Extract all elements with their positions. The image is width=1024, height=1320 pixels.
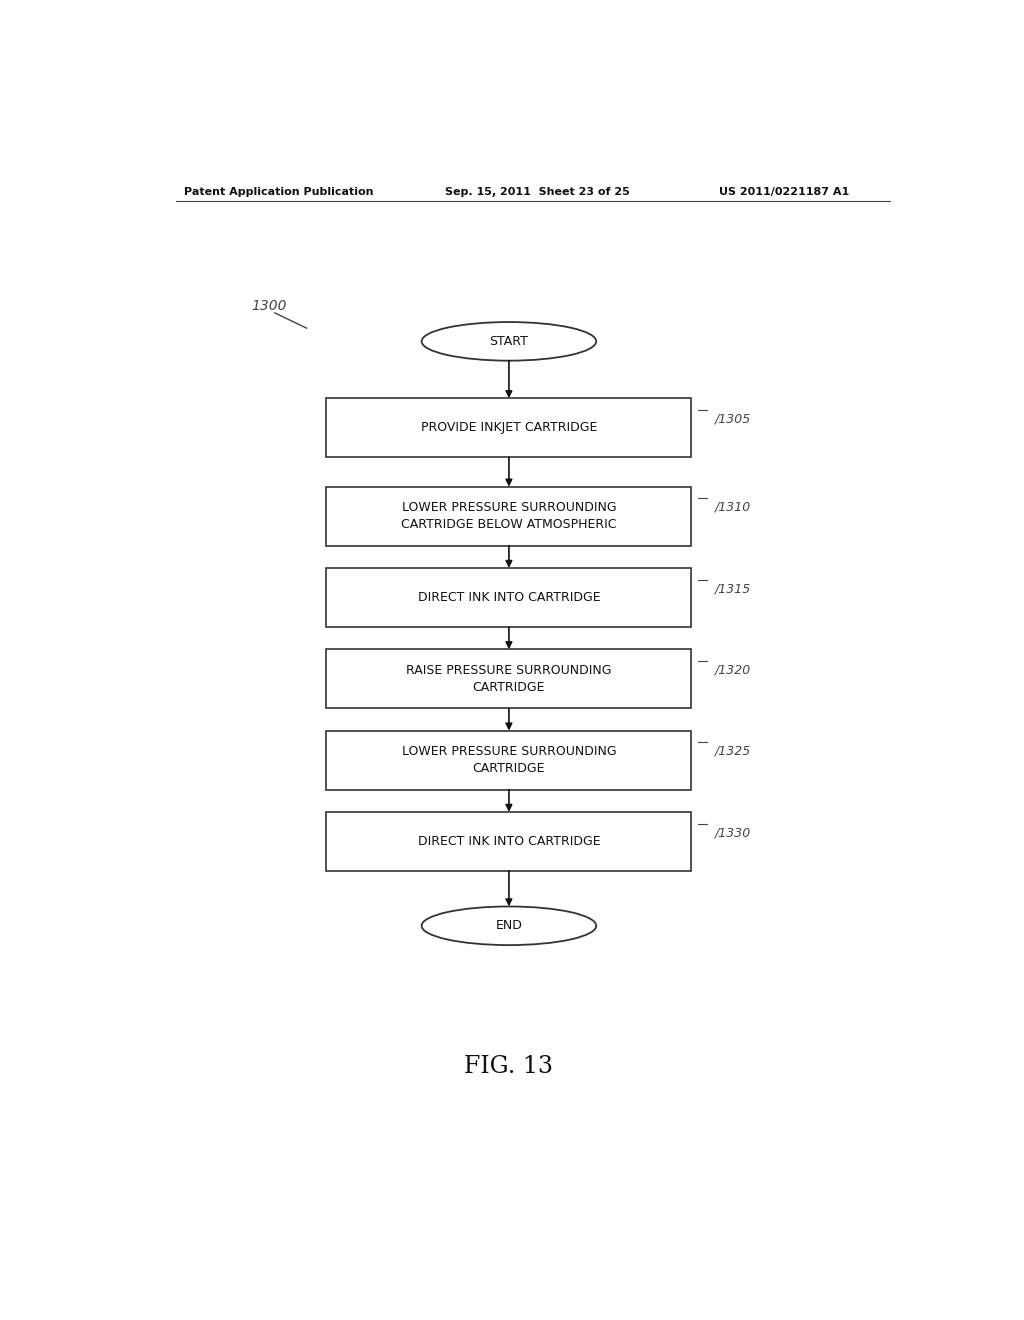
Text: /1325: /1325: [715, 744, 752, 758]
Text: RAISE PRESSURE SURROUNDING
CARTRIDGE: RAISE PRESSURE SURROUNDING CARTRIDGE: [407, 664, 611, 694]
Text: LOWER PRESSURE SURROUNDING
CARTRIDGE BELOW ATMOSPHERIC: LOWER PRESSURE SURROUNDING CARTRIDGE BEL…: [401, 502, 616, 531]
Ellipse shape: [422, 907, 596, 945]
Text: DIRECT INK INTO CARTRIDGE: DIRECT INK INTO CARTRIDGE: [418, 591, 600, 605]
Text: END: END: [496, 919, 522, 932]
Bar: [327, 399, 691, 457]
Text: START: START: [489, 335, 528, 348]
Text: /1310: /1310: [715, 500, 752, 513]
Bar: [327, 649, 691, 709]
Ellipse shape: [422, 322, 596, 360]
Text: 1300: 1300: [251, 298, 287, 313]
Text: US 2011/0221187 A1: US 2011/0221187 A1: [719, 187, 850, 197]
Text: FIG. 13: FIG. 13: [465, 1055, 553, 1077]
Text: /1330: /1330: [715, 826, 752, 840]
Bar: [327, 731, 691, 789]
Text: /1315: /1315: [715, 582, 752, 595]
Text: DIRECT INK INTO CARTRIDGE: DIRECT INK INTO CARTRIDGE: [418, 836, 600, 847]
Text: Sep. 15, 2011  Sheet 23 of 25: Sep. 15, 2011 Sheet 23 of 25: [445, 187, 630, 197]
Text: PROVIDE INKJET CARTRIDGE: PROVIDE INKJET CARTRIDGE: [421, 421, 597, 434]
Text: /1305: /1305: [715, 412, 752, 425]
Bar: [327, 812, 691, 871]
Bar: [327, 487, 691, 545]
Text: Patent Application Publication: Patent Application Publication: [183, 187, 373, 197]
Text: LOWER PRESSURE SURROUNDING
CARTRIDGE: LOWER PRESSURE SURROUNDING CARTRIDGE: [401, 744, 616, 775]
Text: /1320: /1320: [715, 664, 752, 676]
Bar: [327, 568, 691, 627]
